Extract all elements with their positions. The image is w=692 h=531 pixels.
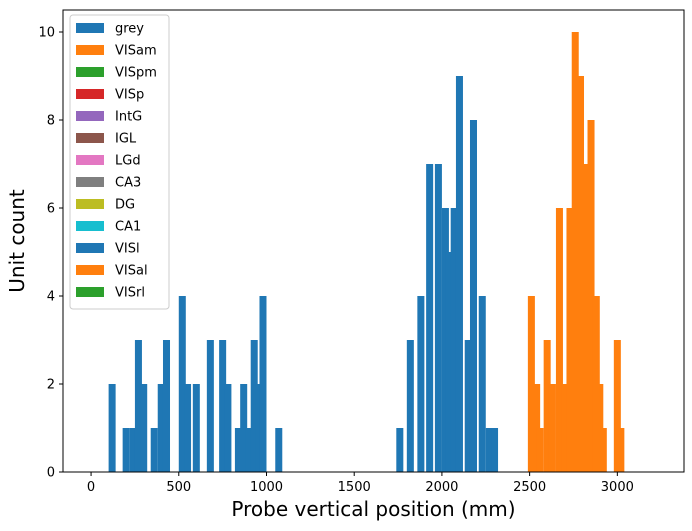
legend-label: VISal	[115, 264, 148, 279]
histogram-bar	[406, 340, 414, 472]
histogram-bar	[219, 340, 227, 472]
histogram-bar	[469, 120, 477, 472]
histogram-bar	[566, 208, 574, 472]
histogram-bar	[464, 340, 472, 472]
histogram-bars	[108, 32, 625, 472]
histogram-bar	[396, 428, 404, 472]
y-tick-label: 10	[38, 26, 55, 41]
x-axis-ticks: 0 500 1000 1500 2000 2500 3000	[87, 472, 634, 495]
legend-swatch	[76, 177, 104, 187]
legend-label: VISl	[115, 242, 140, 257]
histogram-bar	[536, 428, 544, 472]
histogram-bar	[224, 384, 232, 472]
legend-label: IGL	[115, 132, 137, 147]
histogram-bar	[275, 428, 283, 472]
legend-label: grey	[115, 22, 144, 37]
histogram-bar	[571, 32, 579, 472]
y-axis-label: Unit count	[5, 189, 29, 293]
y-tick-label: 8	[47, 114, 55, 129]
histogram-bar	[455, 76, 463, 472]
histogram-bar	[240, 384, 248, 472]
histogram-bar	[108, 384, 116, 472]
histogram-bar	[555, 208, 563, 472]
histogram-bar	[140, 384, 148, 472]
histogram-bar	[259, 296, 267, 472]
histogram-bar	[129, 428, 137, 472]
legend-box	[69, 14, 170, 310]
y-tick-label: 2	[47, 378, 55, 393]
legend-swatch	[76, 243, 104, 253]
x-axis-label: Probe vertical position (mm)	[231, 497, 515, 521]
legend-swatch	[76, 133, 104, 143]
histogram-bar	[192, 384, 200, 472]
legend-label: DG	[115, 198, 135, 213]
histogram-bar	[206, 340, 214, 472]
histogram-bar	[234, 428, 242, 472]
y-tick-label: 6	[47, 202, 55, 217]
histogram-bar	[434, 164, 442, 472]
x-tick-label: 3000	[601, 480, 634, 495]
histogram-bar	[255, 384, 263, 472]
histogram-bar	[157, 384, 165, 472]
histogram-bar	[150, 428, 158, 472]
legend-swatch	[76, 155, 104, 165]
histogram-bar	[527, 296, 535, 472]
histogram-bar	[485, 428, 493, 472]
legend-swatch	[76, 89, 104, 99]
x-tick-label: 2500	[513, 480, 546, 495]
histogram-bar	[491, 428, 499, 472]
legend-label: CA3	[115, 176, 141, 191]
histogram-bar	[450, 208, 458, 472]
y-axis-ticks: 0 2 4 6 8 10	[38, 26, 63, 481]
legend-label: VISp	[115, 88, 144, 103]
histogram-bar	[582, 164, 590, 472]
x-tick-label: 0	[87, 480, 95, 495]
legend-label: VISpm	[115, 66, 157, 81]
histogram-bar	[613, 340, 621, 472]
x-tick-label: 500	[166, 480, 191, 495]
y-tick-label: 4	[47, 290, 55, 305]
x-tick-label: 1500	[338, 480, 371, 495]
x-tick-label: 1000	[250, 480, 283, 495]
histogram-bar	[441, 208, 449, 472]
histogram-bar	[576, 76, 585, 472]
legend-swatch	[76, 111, 104, 121]
legend-swatch	[76, 199, 104, 209]
legend-swatch	[76, 287, 104, 297]
y-tick-label: 0	[47, 466, 55, 481]
histogram-bar	[426, 164, 434, 472]
legend-swatch	[76, 23, 104, 33]
histogram-bar	[445, 252, 453, 472]
legend-label: LGd	[115, 154, 141, 169]
legend-label: IntG	[115, 110, 142, 125]
histogram-bar	[162, 340, 171, 472]
legend: grey VISam VISpm VISp IntG IGL LGd CA3 DG CA1 VISl…	[69, 14, 170, 310]
histogram-bar	[178, 296, 186, 472]
histogram-bar	[245, 428, 253, 472]
histogram-bar	[478, 296, 486, 472]
legend-swatch	[76, 45, 104, 55]
histogram-bar	[617, 428, 625, 472]
legend-swatch	[76, 221, 104, 231]
histogram-bar	[561, 384, 569, 472]
histogram-bar	[548, 384, 556, 472]
legend-label: CA1	[115, 220, 141, 235]
legend-swatch	[76, 67, 104, 77]
histogram-bar	[599, 428, 607, 472]
legend-label: VISrl	[115, 286, 145, 301]
histogram-bar	[122, 428, 130, 472]
legend-swatch	[76, 265, 104, 275]
histogram-bar	[184, 384, 192, 472]
x-tick-label: 2000	[425, 480, 458, 495]
plot-frame	[62, 9, 685, 473]
histogram-bar	[543, 340, 551, 472]
histogram-bar	[250, 340, 258, 472]
histogram-bar	[417, 296, 425, 472]
legend-label: VISam	[115, 44, 157, 59]
histogram-bar	[587, 120, 595, 472]
histogram-bar	[134, 340, 142, 472]
